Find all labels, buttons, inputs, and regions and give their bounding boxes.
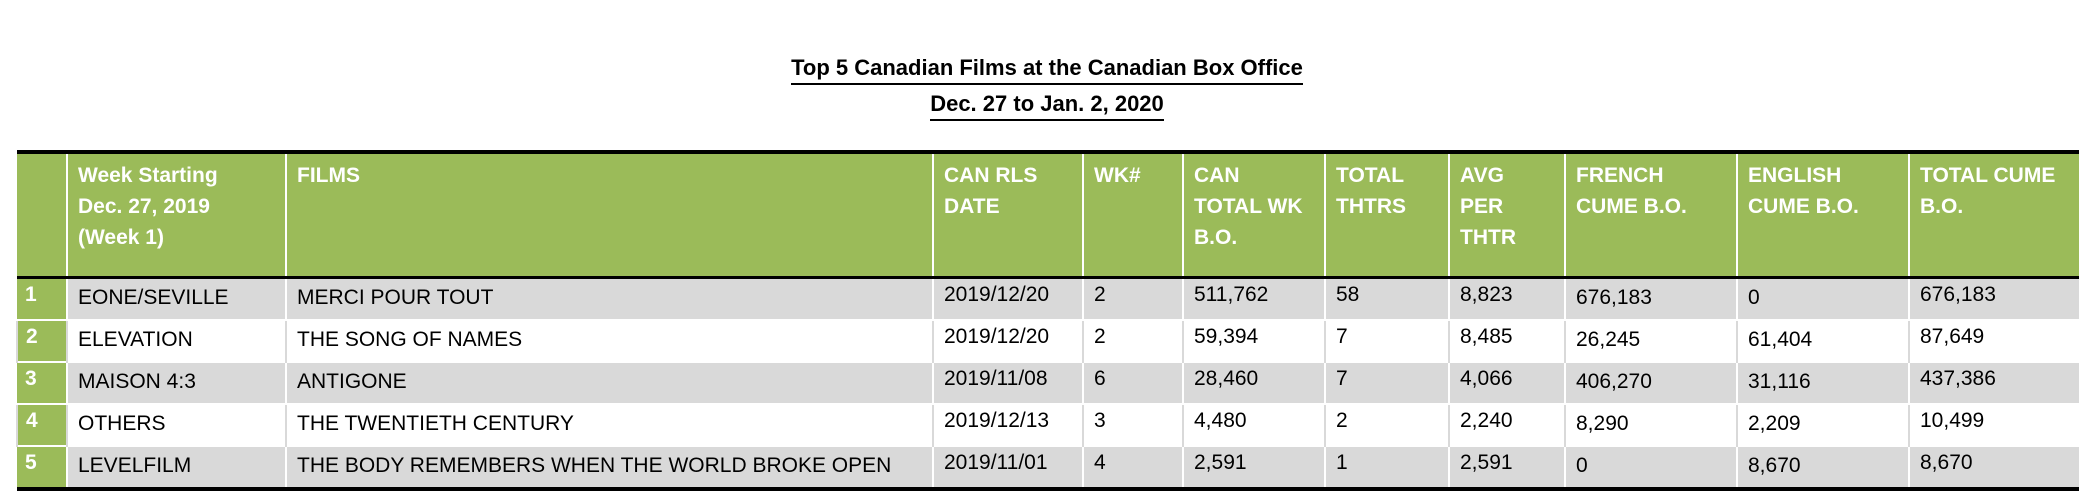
avg-cell: 2,240 <box>1448 403 1565 446</box>
header-rls-line1: CAN RLS <box>944 164 1038 187</box>
film-cell: ANTIGONE <box>285 361 933 404</box>
french-cume-cell: 406,270 <box>1564 361 1737 404</box>
distributor-cell: ELEVATION <box>66 319 286 362</box>
box-office-table: Week Starting Dec. 27, 2019 (Week 1) FIL… <box>16 150 2079 491</box>
header-canwk-line3: B.O. <box>1194 226 1238 249</box>
rank-cell: 2 <box>16 319 67 362</box>
header-english-line1: ENGLISH <box>1748 164 1842 187</box>
avg-cell: 4,066 <box>1448 361 1565 404</box>
header-thtrs-line1: TOTAL <box>1336 164 1405 187</box>
header-french-cume: FRENCH CUME B.O. <box>1564 152 1737 279</box>
week-number-cell: 2 <box>1082 277 1183 320</box>
header-avg-per-theatre: AVG PER THTR <box>1448 152 1565 279</box>
header-canwk-line2: TOTAL WK <box>1194 195 1303 218</box>
table-row: 5 LEVELFILM THE BODY REMEMBERS WHEN THE … <box>17 445 2079 489</box>
header-rls-line2: DATE <box>944 195 1000 218</box>
english-cume-cell: 0 <box>1736 277 1909 320</box>
header-total-line2: B.O. <box>1920 195 1964 218</box>
table-row: 3 MAISON 4:3 ANTIGONE 2019/11/08 6 28,46… <box>17 361 2079 404</box>
english-cume-cell: 61,404 <box>1736 319 1909 362</box>
header-week-line1: Week Starting <box>78 164 218 187</box>
release-date-cell: 2019/11/01 <box>932 445 1083 489</box>
total-cume-cell: 10,499 <box>1908 403 2079 446</box>
header-rank <box>17 152 67 279</box>
week-number-cell: 6 <box>1082 361 1183 404</box>
header-thtrs-line2: THTRS <box>1336 195 1406 218</box>
header-french-line2: CUME B.O. <box>1576 195 1687 218</box>
theatres-cell: 7 <box>1324 319 1449 362</box>
can-wk-bo-cell: 28,460 <box>1182 361 1325 404</box>
header-english-line2: CUME B.O. <box>1748 195 1859 218</box>
theatres-cell: 58 <box>1324 277 1449 320</box>
report-title-block: Top 5 Canadian Films at the Canadian Box… <box>0 54 2094 126</box>
week-number-cell: 3 <box>1082 403 1183 446</box>
header-can-total-wk-bo: CAN TOTAL WK B.O. <box>1182 152 1325 279</box>
theatres-cell: 2 <box>1324 403 1449 446</box>
total-cume-cell: 676,183 <box>1908 277 2079 320</box>
can-wk-bo-cell: 59,394 <box>1182 319 1325 362</box>
french-cume-cell: 26,245 <box>1564 319 1737 362</box>
header-total-line1: TOTAL CUME <box>1920 164 2056 187</box>
rank-cell: 1 <box>17 277 67 320</box>
report-subtitle: Dec. 27 to Jan. 2, 2020 <box>930 90 1164 121</box>
theatres-cell: 7 <box>1324 361 1449 404</box>
header-week-number: WK# <box>1082 152 1183 279</box>
film-cell: THE TWENTIETH CENTURY <box>285 403 933 446</box>
release-date-cell: 2019/12/20 <box>932 319 1083 362</box>
header-total-cume: TOTAL CUME B.O. <box>1908 152 2079 279</box>
english-cume-cell: 2,209 <box>1736 403 1909 446</box>
header-row: Week Starting Dec. 27, 2019 (Week 1) FIL… <box>17 152 2079 279</box>
distributor-cell: EONE/SEVILLE <box>66 277 286 320</box>
film-cell: THE SONG OF NAMES <box>285 319 933 362</box>
release-date-cell: 2019/12/13 <box>932 403 1083 446</box>
header-release-date: CAN RLS DATE <box>932 152 1083 279</box>
header-english-cume: ENGLISH CUME B.O. <box>1736 152 1909 279</box>
french-cume-cell: 8,290 <box>1564 403 1737 446</box>
header-avg-line2: PER <box>1460 195 1504 218</box>
total-cume-cell: 8,670 <box>1908 445 2079 489</box>
english-cume-cell: 31,116 <box>1736 361 1909 404</box>
can-wk-bo-cell: 511,762 <box>1182 277 1325 320</box>
release-date-cell: 2019/11/08 <box>932 361 1083 404</box>
table-row: 4 OTHERS THE TWENTIETH CENTURY 2019/12/1… <box>16 403 2079 446</box>
report-title: Top 5 Canadian Films at the Canadian Box… <box>791 54 1303 85</box>
avg-cell: 8,485 <box>1448 319 1565 362</box>
film-cell: THE BODY REMEMBERS WHEN THE WORLD BROKE … <box>285 445 933 489</box>
english-cume-cell: 8,670 <box>1736 445 1909 489</box>
rank-cell: 3 <box>17 361 67 404</box>
rank-cell: 4 <box>16 403 67 446</box>
french-cume-cell: 0 <box>1564 445 1737 489</box>
header-french-line1: FRENCH <box>1576 164 1664 187</box>
table-row: 1 EONE/SEVILLE MERCI POUR TOUT 2019/12/2… <box>17 277 2079 320</box>
distributor-cell: OTHERS <box>66 403 286 446</box>
can-wk-bo-cell: 2,591 <box>1182 445 1325 489</box>
week-number-cell: 2 <box>1082 319 1183 362</box>
header-total-theatres: TOTAL THTRS <box>1324 152 1449 279</box>
total-cume-cell: 87,649 <box>1908 319 2079 362</box>
header-avg-line3: THTR <box>1460 226 1516 249</box>
header-week-line3: (Week 1) <box>78 226 164 249</box>
table-row: 2 ELEVATION THE SONG OF NAMES 2019/12/20… <box>16 319 2079 362</box>
header-films: FILMS <box>285 152 933 279</box>
release-date-cell: 2019/12/20 <box>932 277 1083 320</box>
header-avg-line1: AVG <box>1460 164 1504 187</box>
header-canwk-line1: CAN <box>1194 164 1240 187</box>
avg-cell: 2,591 <box>1448 445 1565 489</box>
distributor-cell: LEVELFILM <box>66 445 286 489</box>
header-week-line2: Dec. 27, 2019 <box>78 195 210 218</box>
distributor-cell: MAISON 4:3 <box>66 361 286 404</box>
can-wk-bo-cell: 4,480 <box>1182 403 1325 446</box>
header-week-starting: Week Starting Dec. 27, 2019 (Week 1) <box>66 152 286 279</box>
french-cume-cell: 676,183 <box>1564 277 1737 320</box>
film-cell: MERCI POUR TOUT <box>285 277 933 320</box>
total-cume-cell: 437,386 <box>1908 361 2079 404</box>
theatres-cell: 1 <box>1324 445 1449 489</box>
week-number-cell: 4 <box>1082 445 1183 489</box>
rank-cell: 5 <box>17 445 67 489</box>
avg-cell: 8,823 <box>1448 277 1565 320</box>
